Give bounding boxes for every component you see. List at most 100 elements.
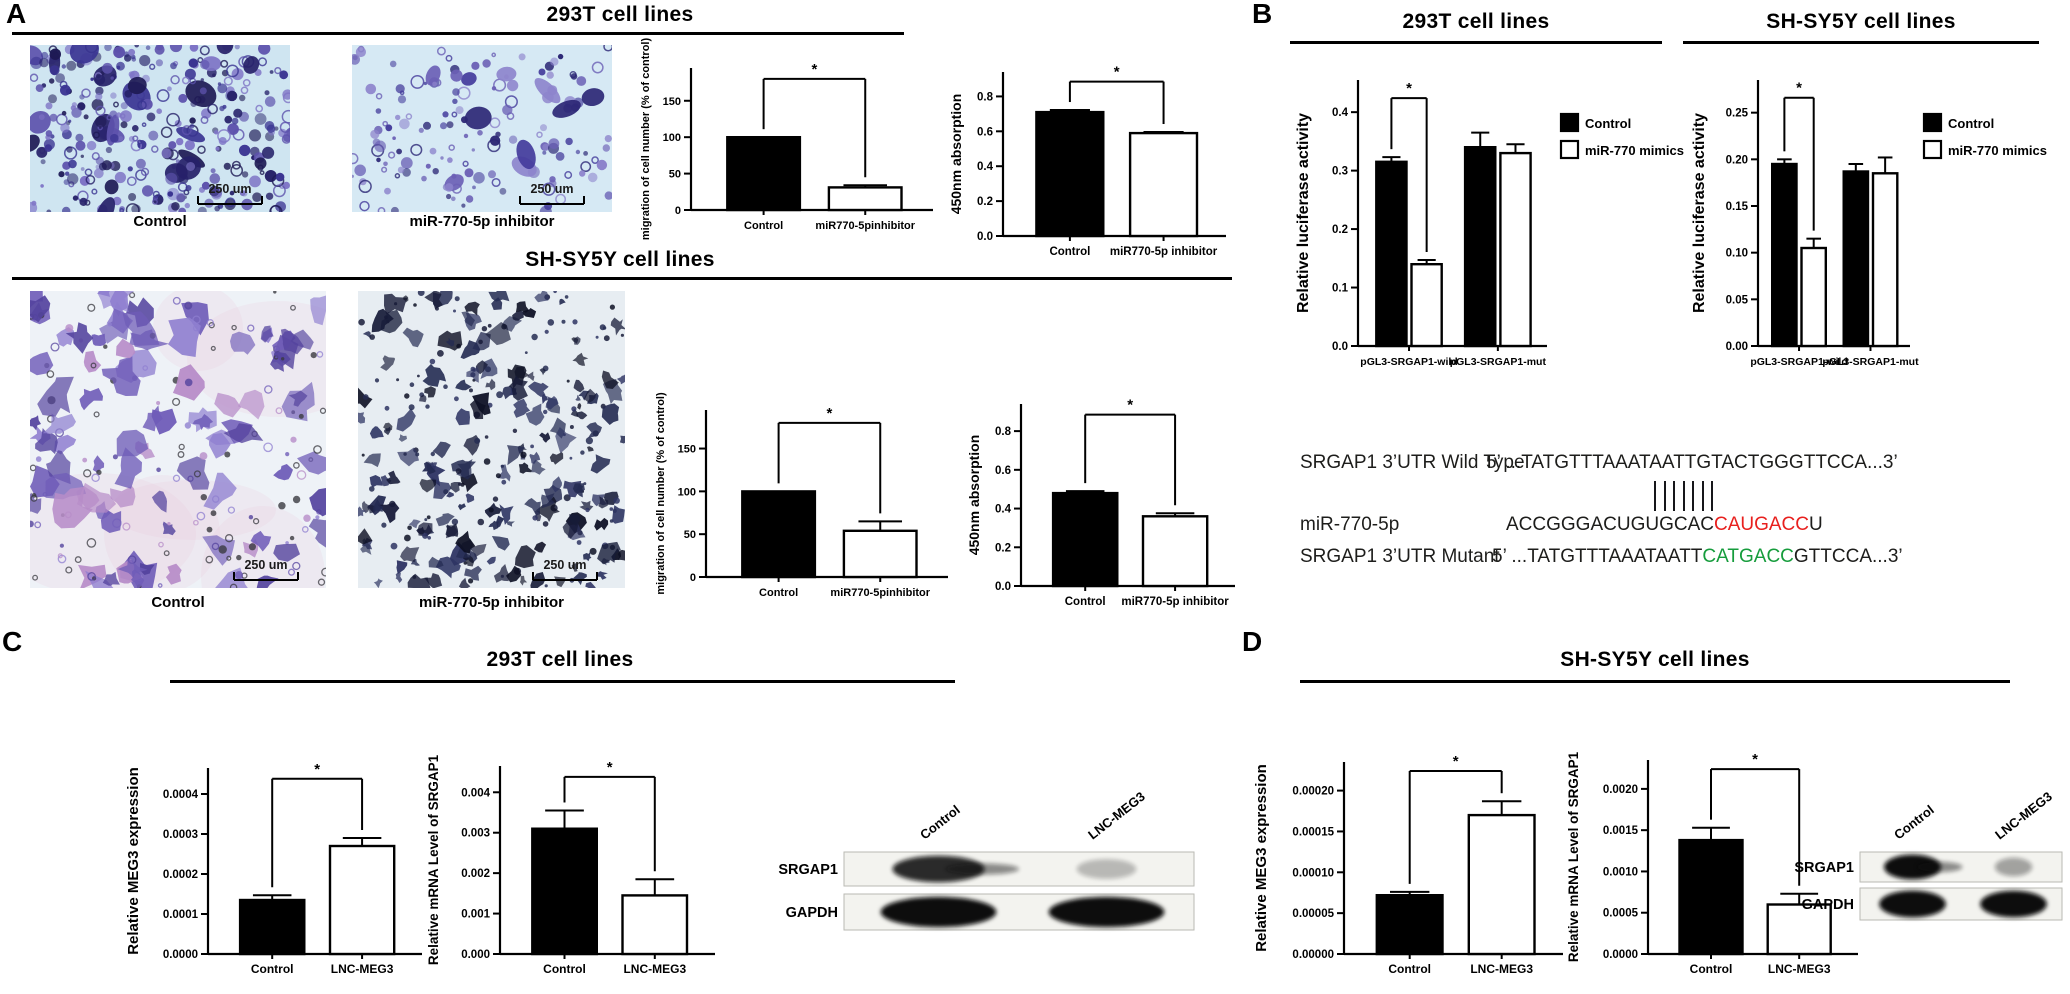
blot-band (892, 855, 985, 883)
x-category-label: Control (759, 587, 798, 599)
legend-label: Control (1585, 116, 1631, 131)
chart-d-meg3-expression: 0.00000 0.00005 0.00010 0.00015 0.00020 Relat… (1250, 732, 1575, 990)
sequence-text: 5’ ...TATGTTTAAATAATTGTACTGGGTTCCA...3’ (1486, 452, 1898, 473)
blot-lane-label: Control (917, 802, 963, 842)
match-line (1654, 481, 1656, 511)
panel-d-title: SH-SY5Y cell lines (1560, 648, 1750, 671)
blot-band (1884, 854, 1942, 880)
y-axis-label: Relative mRNA Level of SRGAP1 (1566, 751, 1581, 962)
match-marks (1654, 481, 1721, 511)
x-category-label: LNC-MEG3 (1470, 962, 1533, 976)
chart-d-srgap1-mrna: 0.0000 0.0005 0.0010 0.0015 0.0020 Relative m… (1562, 730, 1870, 990)
y-tick-label: 0.003 (461, 828, 490, 840)
blot-band (1994, 857, 2033, 877)
y-tick-label: 0.0003 (163, 829, 198, 841)
chart-c-meg3-expression: 0.0000 0.0001 0.0002 0.0003 0.0004 Relative M… (122, 738, 434, 990)
x-category-label: pGL3-SRGAP1-wild (1750, 356, 1847, 368)
y-axis-label: 450nm absorption (948, 94, 964, 215)
significance-star: * (1127, 397, 1133, 414)
micrograph-svg: 250 um (0, 279, 369, 646)
bar (842, 529, 918, 579)
chart-293t-migration: 0 50 100 150 migration of cell number (% of … (633, 38, 945, 246)
y-axis-label: Relative MEG3 expression (125, 767, 142, 955)
chart-293t-luciferase: 0.0 0.1 0.2 0.3 0.4 Relative luciferase activ… (1292, 50, 1687, 382)
blot-lane-label: LNC-MEG3 (1992, 789, 2055, 843)
match-line (1663, 481, 1666, 511)
y-tick-label: 0 (675, 205, 681, 217)
chart-svg: 0.0 0.2 0.4 0.6 0.8 450nm absorption Control mi… (966, 397, 1235, 608)
significance-star: * (1114, 64, 1120, 81)
chart-svg: 0.0000 0.0005 0.0010 0.0015 0.0020 Relative m… (1566, 751, 1858, 976)
sequence-row-mir770: miR-770-5p ACCGGGACUGUGCACCAUGACCU (1300, 514, 2066, 536)
panel-label-c: C (2, 626, 23, 657)
y-axis-label: 450nm absorption (966, 435, 982, 556)
x-category-label: LNC-MEG3 (1768, 962, 1831, 976)
bar (1871, 172, 1899, 348)
y-tick-label: 0.00020 (1292, 786, 1334, 798)
significance-star: * (826, 405, 832, 422)
bar (1678, 838, 1744, 956)
y-tick-label: 0.0 (995, 581, 1011, 593)
blot-row-label: SRGAP1 (1794, 860, 1854, 876)
y-tick-label: 0.4 (977, 161, 994, 173)
bar (621, 894, 689, 956)
significance-star: * (314, 761, 320, 778)
title-underline-c (170, 680, 955, 683)
blot-row-label: SRGAP1 (778, 862, 838, 878)
scale-bar-label: 250 um (530, 182, 573, 196)
chart-svg: 0 50 100 150 migration of cell number (% of … (640, 38, 933, 240)
y-tick-label: 0.10 (1726, 248, 1748, 260)
sequence-text: 5’ ...TATGTTTAAATAATTCATGACCGTTCCA...3’ (1492, 546, 1903, 567)
blot-band (1076, 859, 1137, 879)
legend-label: miR-770 mimics (1948, 143, 2047, 158)
micrograph-caption: miR-770-5p inhibitor (418, 594, 564, 611)
chart-svg: 0.0000 0.0001 0.0002 0.0003 0.0004 Relative M… (125, 761, 422, 976)
x-category-label: Control (1388, 962, 1431, 976)
y-tick-label: 0.2 (995, 542, 1011, 554)
micrograph-svg: 250 um (347, 41, 614, 218)
y-tick-label: 0.8 (977, 91, 994, 103)
bar (1051, 491, 1119, 588)
blot-lane-label: LNC-MEG3 (1085, 789, 1148, 843)
sequence-row-label: miR-770-5p (1300, 514, 1400, 535)
x-category-label: Control (1690, 962, 1733, 976)
panel-c-title: 293T cell lines (486, 648, 634, 671)
chart-shsy5y-migration: 0 50 100 150 migration of cell number (% of … (648, 380, 960, 613)
sequence-row-label: SRGAP1 3’UTR Wild Type (1300, 452, 1525, 473)
match-line (1711, 481, 1713, 511)
y-tick-label: 0.1 (1332, 283, 1349, 295)
y-tick-label: 0.4 (995, 504, 1012, 516)
bar (1463, 145, 1497, 348)
bar (1499, 151, 1532, 348)
legend-label: Control (1948, 116, 1994, 131)
y-tick-label: 0.004 (461, 787, 490, 799)
bar (1035, 110, 1105, 238)
scale-bar-label: 250 um (208, 182, 251, 196)
legend-swatch (1922, 139, 1943, 160)
x-category-label: pGL3-SRGAP1-mut (1822, 356, 1919, 368)
chart-293t-absorption: 0.0 0.2 0.4 0.6 0.8 450nm absorption Control mi… (945, 42, 1238, 272)
y-tick-label: 0.8 (995, 426, 1012, 438)
panel-label-a: A (6, 0, 27, 29)
y-tick-label: 0.2 (1332, 224, 1348, 236)
sequence-segment: GTTCCA...3’ (1793, 546, 1903, 567)
x-category-label: miR770-5p inhibitor (1121, 596, 1229, 608)
chart-svg: 0.00 0.05 0.10 0.15 0.20 0.25 Relative lucifer… (1691, 80, 2047, 368)
significance-star: * (1453, 753, 1459, 770)
x-category-label: pGL3-SRGAP1-mut (1450, 356, 1547, 368)
title-underline-b2 (1683, 41, 2039, 44)
panel-a-title-shsy5y: SH-SY5Y cell lines (525, 248, 715, 271)
sequence-segment: CAUGACC (1713, 514, 1809, 535)
y-tick-label: 0.0000 (163, 949, 198, 961)
significance-star: * (607, 759, 613, 776)
y-tick-label: 0.20 (1726, 154, 1748, 166)
y-tick-label: 0.00010 (1292, 867, 1334, 879)
y-tick-label: 0.4 (1332, 107, 1349, 119)
chart-c-srgap1-mrna: 0.000 0.001 0.002 0.003 0.004 Relative mRNA L… (422, 736, 727, 990)
sequence-alignment: SRGAP1 3’UTR Wild Type5’ ...TATGTTTAAATA… (1300, 448, 2066, 593)
bar (827, 186, 903, 212)
y-tick-label: 0.00000 (1292, 949, 1334, 961)
chart-svg: 0.0 0.2 0.4 0.6 0.8 450nm absorption Control mi… (948, 64, 1226, 258)
panel-label-b: B (1252, 0, 1273, 29)
micrograph-293t-control: 250 um (21, 36, 297, 227)
